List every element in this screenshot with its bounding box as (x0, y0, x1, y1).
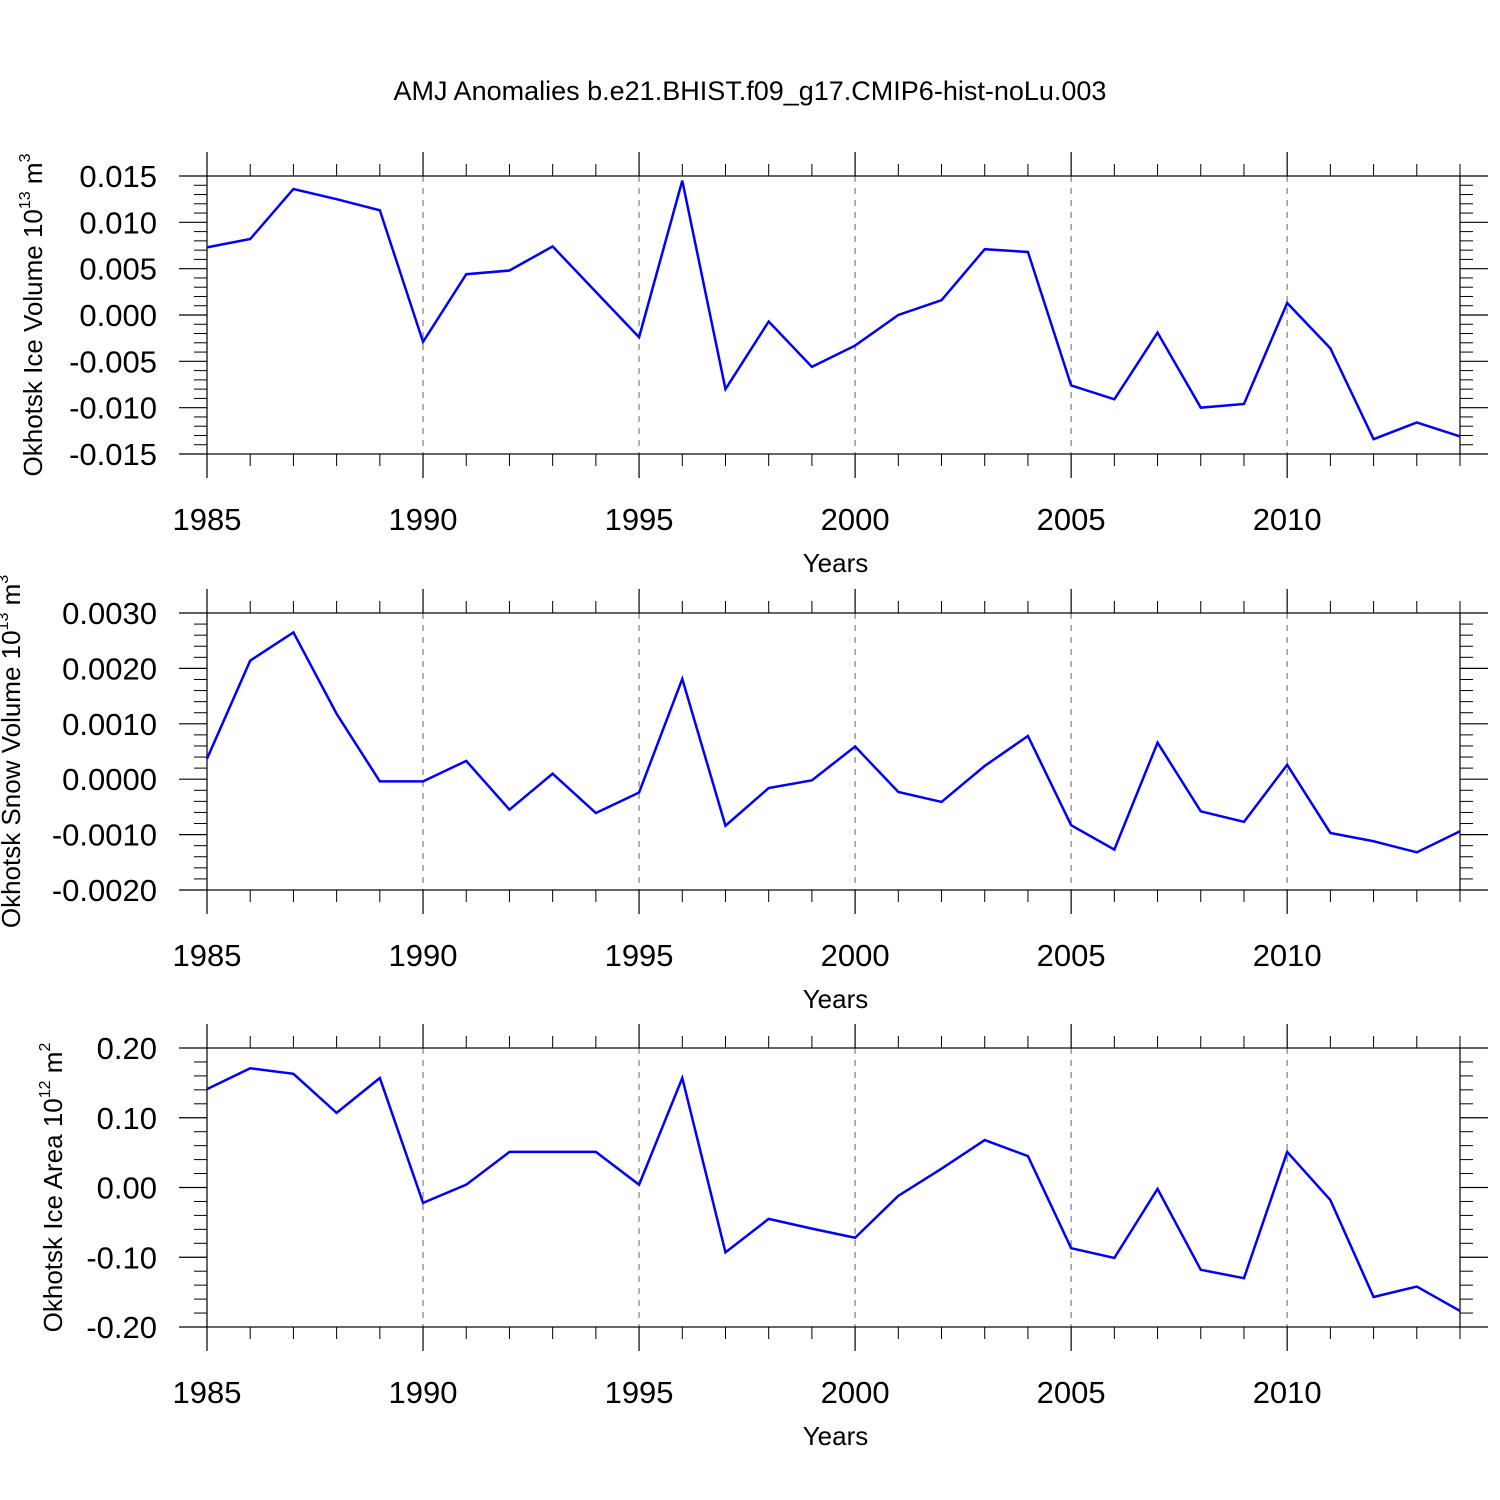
x-tick-label: 2010 (1253, 1375, 1322, 1410)
x-tick-label: 1995 (605, 1375, 674, 1410)
x-tick-label: 1985 (173, 502, 242, 537)
plot-frame (206, 1047, 1461, 1328)
x-tick-label: 1995 (605, 502, 674, 537)
series-line (205, 630, 1461, 854)
x-tick-label: 2010 (1253, 938, 1322, 973)
y-tick-label: 0.0020 (62, 651, 157, 686)
y-tick-label: 0.0010 (62, 707, 157, 742)
series-line (206, 1066, 1461, 1313)
chart-title: AMJ Anomalies b.e21.BHIST.f09_g17.CMIP6-… (394, 76, 1107, 106)
y-axis-title: Okhotsk Ice Volume 1013 m3 (17, 153, 48, 476)
x-tick-label: 2005 (1037, 938, 1106, 973)
panel-1: -0.015 -0.010 -0.005 0.000 0.005 0.010 0.015 19… (17, 152, 1488, 578)
y-tick-label: 0.20 (97, 1031, 157, 1066)
y-tick-label: -0.20 (86, 1310, 157, 1345)
y-tick-label: 0.10 (97, 1101, 157, 1136)
x-tick-label: 2000 (821, 502, 890, 537)
x-tick-label: 2000 (821, 1375, 890, 1410)
panel-2: -0.0020 -0.0010 0.0000 0.0010 0.0020 0.0030 19… (0, 575, 1488, 1014)
x-tick-label: 1985 (173, 1375, 242, 1410)
x-tick-label: 1995 (605, 938, 674, 973)
y-tick-label: -0.005 (69, 344, 157, 379)
panel-3: -0.20 -0.10 0.00 0.10 0.20 1985 1990 1995 2000 20… (37, 1024, 1488, 1451)
plot-frame (206, 175, 1461, 455)
y-tick-label: -0.0020 (52, 873, 157, 908)
y-tick-label: 0.0000 (62, 762, 157, 797)
x-tick-label: 2010 (1253, 502, 1322, 537)
series-line (206, 180, 1461, 441)
x-axis-title: Years (803, 1421, 869, 1451)
y-axis-title: Okhotsk Snow Volume 1013 m3 (0, 575, 26, 928)
x-tick-label: 1990 (389, 938, 458, 973)
y-tick-label: 0.015 (79, 159, 157, 194)
y-tick-label: -0.015 (69, 437, 157, 472)
y-tick-label: 0.005 (79, 252, 157, 287)
x-tick-label: 2005 (1037, 1375, 1106, 1410)
y-axis-title: Okhotsk Ice Area 1012 m2 (37, 1043, 68, 1333)
x-axis-title: Years (803, 548, 869, 578)
panels: -0.015 -0.010 -0.005 0.000 0.005 0.010 0.015 19… (0, 152, 1488, 1451)
y-tick-label: 0.00 (97, 1171, 157, 1206)
x-tick-label: 1985 (173, 938, 242, 973)
y-tick-label: -0.0010 (52, 818, 157, 853)
y-tick-label: 0.0030 (62, 596, 157, 631)
y-tick-label: -0.10 (86, 1240, 157, 1275)
x-tick-label: 2000 (821, 938, 890, 973)
y-tick-label: 0.000 (79, 298, 157, 333)
x-tick-label: 2005 (1037, 502, 1106, 537)
y-tick-label: 0.010 (79, 205, 157, 240)
x-axis-title: Years (803, 984, 869, 1014)
x-tick-label: 1990 (389, 1375, 458, 1410)
y-tick-label: -0.010 (69, 391, 157, 426)
x-tick-label: 1990 (389, 502, 458, 537)
plot-frame (206, 612, 1461, 891)
